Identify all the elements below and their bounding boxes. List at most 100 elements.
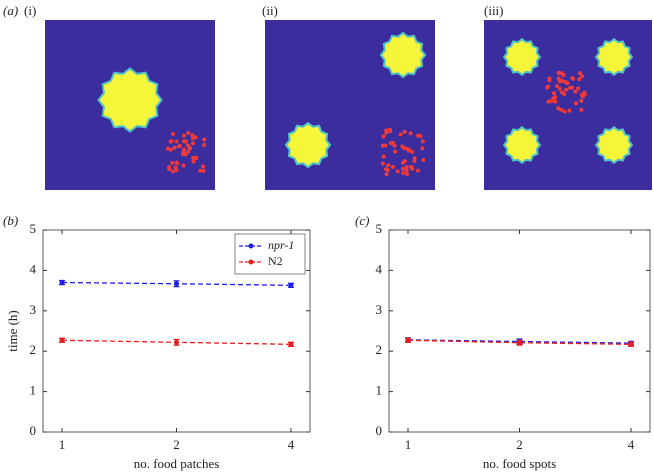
worm bbox=[416, 133, 421, 138]
worm bbox=[401, 171, 406, 176]
y-tick-label: 2 bbox=[30, 342, 37, 357]
worm bbox=[567, 85, 572, 90]
worm bbox=[549, 98, 554, 103]
y-axis-label: time (h) bbox=[5, 310, 20, 352]
worm bbox=[404, 164, 409, 169]
worm bbox=[383, 143, 388, 148]
x-axis-label: no. food spots bbox=[483, 456, 556, 471]
food-patch bbox=[594, 37, 634, 77]
worm bbox=[576, 86, 581, 91]
worm bbox=[191, 159, 196, 164]
worm bbox=[553, 95, 558, 100]
worm bbox=[402, 129, 407, 134]
y-tick-label: 1 bbox=[30, 383, 37, 398]
worm bbox=[380, 161, 385, 166]
x-tick-label: 1 bbox=[405, 437, 412, 452]
worm bbox=[578, 71, 583, 76]
worm bbox=[562, 109, 567, 114]
worm bbox=[406, 148, 411, 153]
worm bbox=[181, 163, 186, 168]
y-tick-label: 0 bbox=[30, 423, 37, 438]
worm bbox=[182, 133, 187, 138]
worm bbox=[390, 164, 395, 169]
worm bbox=[410, 149, 415, 154]
y-tick-label: 3 bbox=[30, 302, 37, 317]
worm bbox=[167, 167, 172, 172]
worm bbox=[174, 168, 179, 173]
worm bbox=[579, 107, 584, 112]
worm bbox=[165, 146, 170, 151]
point bbox=[405, 337, 411, 343]
worm bbox=[557, 86, 562, 91]
worm bbox=[171, 132, 176, 137]
worm bbox=[202, 142, 207, 147]
worm bbox=[395, 169, 400, 174]
worm bbox=[420, 146, 425, 151]
worm bbox=[388, 141, 393, 146]
worm bbox=[552, 91, 557, 96]
food-patch bbox=[594, 125, 634, 165]
worm bbox=[421, 158, 426, 163]
x-tick-label: 4 bbox=[628, 437, 635, 452]
worm bbox=[384, 130, 389, 135]
worm bbox=[555, 84, 560, 89]
y-tick-label: 1 bbox=[376, 383, 383, 398]
worm bbox=[571, 76, 576, 81]
worm bbox=[559, 107, 564, 112]
worm bbox=[201, 168, 206, 173]
point bbox=[628, 341, 634, 347]
worm bbox=[415, 168, 420, 173]
point bbox=[288, 341, 294, 347]
y-tick-label: 3 bbox=[376, 302, 383, 317]
worm bbox=[564, 87, 569, 92]
point bbox=[288, 282, 294, 288]
worm bbox=[384, 172, 389, 177]
worm bbox=[402, 159, 407, 164]
legend bbox=[234, 233, 306, 275]
point bbox=[174, 281, 179, 287]
y-tick-label: 4 bbox=[30, 261, 37, 276]
worm bbox=[580, 74, 585, 79]
y-tick-label: 5 bbox=[376, 221, 383, 236]
simulation-snapshots bbox=[45, 20, 652, 190]
x-tick-label: 1 bbox=[59, 437, 66, 452]
y-tick-label: 0 bbox=[376, 423, 383, 438]
point bbox=[59, 280, 65, 286]
worm bbox=[562, 92, 567, 97]
worm bbox=[405, 172, 410, 177]
legend-swatch bbox=[248, 243, 254, 249]
worm bbox=[393, 149, 398, 154]
worm bbox=[580, 94, 585, 99]
worm bbox=[190, 141, 195, 146]
worm bbox=[198, 168, 203, 173]
panel-label: (iii) bbox=[484, 3, 504, 18]
food-patch bbox=[97, 67, 163, 133]
worm bbox=[188, 146, 193, 151]
series-line bbox=[407, 339, 632, 345]
worm bbox=[385, 167, 390, 172]
worm bbox=[553, 99, 558, 104]
worm bbox=[409, 164, 414, 169]
legend-label: N2 bbox=[268, 254, 283, 268]
worm bbox=[420, 139, 425, 144]
point bbox=[59, 337, 65, 343]
worm bbox=[559, 71, 564, 76]
plot-frame bbox=[388, 229, 651, 433]
x-tick-label: 2 bbox=[173, 437, 180, 452]
worm bbox=[392, 143, 397, 148]
worm bbox=[577, 77, 582, 82]
legend-label: npr-1 bbox=[268, 238, 294, 252]
worm bbox=[186, 149, 191, 154]
food-patch bbox=[284, 121, 332, 169]
worm bbox=[573, 89, 578, 94]
worm bbox=[381, 154, 386, 159]
worm bbox=[169, 138, 174, 143]
worm bbox=[174, 160, 179, 165]
worm bbox=[182, 139, 187, 144]
worm bbox=[556, 106, 561, 111]
worm bbox=[404, 146, 409, 151]
worm bbox=[190, 133, 195, 138]
worm bbox=[172, 145, 177, 150]
worm bbox=[193, 135, 198, 140]
